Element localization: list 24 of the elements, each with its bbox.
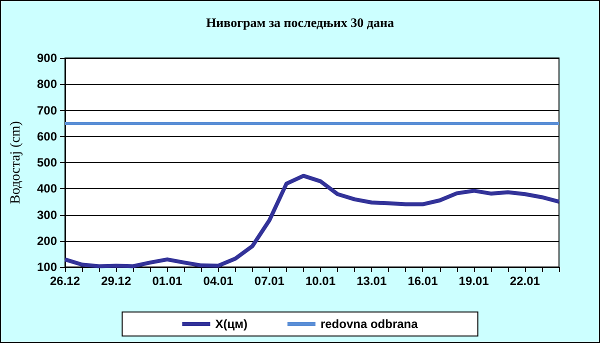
y-axis-title: Водостај (cm) <box>8 120 24 204</box>
line-series <box>63 174 561 268</box>
x-tick-label: 10.01 <box>306 274 336 288</box>
x-tick-label: 26.12 <box>50 274 80 288</box>
y-tick-label: 100 <box>36 260 58 274</box>
x-tick-label: 07.01 <box>254 274 285 288</box>
x-tick-label: 01.01 <box>152 274 183 288</box>
y-tick-label: 600 <box>36 129 58 144</box>
x-tick-label: 04.01 <box>203 274 234 288</box>
y-tick-label: 200 <box>36 234 58 248</box>
legend-label: X(цм) <box>215 317 248 331</box>
x-tick-label: 16.01 <box>408 274 438 288</box>
y-tick-label: 800 <box>36 77 58 92</box>
x-tick-label: 19.01 <box>458 274 490 288</box>
y-tick-label: 900 <box>36 51 58 65</box>
x-tick-label: 13.01 <box>356 274 387 288</box>
y-tick-label: 500 <box>36 156 58 170</box>
legend-label: redovna odbrana <box>320 317 418 331</box>
y-tick-label: 400 <box>36 182 58 196</box>
chart-title: Нивограм за последњих 30 дана <box>206 15 394 30</box>
x-tick-label: 29.12 <box>101 274 132 288</box>
y-tick-label: 300 <box>36 208 58 222</box>
y-tick-label: 700 <box>36 103 58 118</box>
x-tick-label: 22.01 <box>510 274 540 288</box>
